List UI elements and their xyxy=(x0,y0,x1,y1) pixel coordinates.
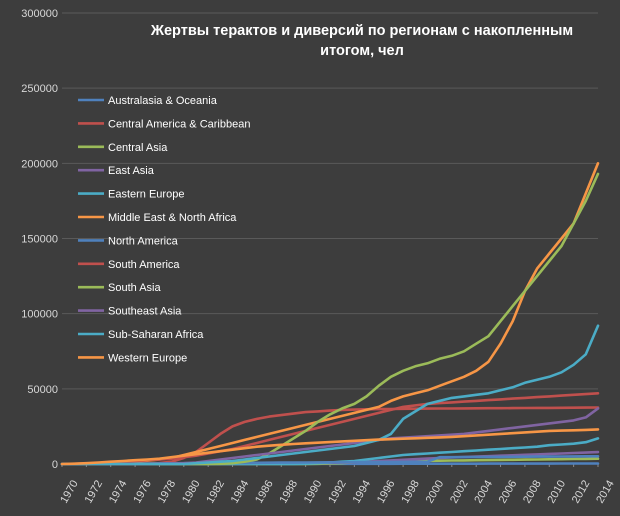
x-tick-label: 1972 xyxy=(83,478,106,505)
x-tick-label: 1980 xyxy=(180,478,203,505)
legend-label: Central Asia xyxy=(108,142,168,154)
x-tick-label: 1986 xyxy=(253,478,276,505)
x-tick-label: 1998 xyxy=(399,478,422,505)
legend-label: Western Europe xyxy=(108,352,187,364)
x-tick-label: 2014 xyxy=(594,478,617,505)
y-tick-label: 50000 xyxy=(27,384,58,396)
y-tick-label: 0 xyxy=(52,459,58,471)
x-tick-label: 2010 xyxy=(545,478,568,505)
x-tick-label: 1990 xyxy=(302,478,325,505)
x-tick-label: 1988 xyxy=(277,478,300,505)
legend-label: South America xyxy=(108,259,180,271)
y-tick-label: 150000 xyxy=(21,234,58,246)
legend-label: Eastern Europe xyxy=(108,189,184,201)
y-tick-label: 250000 xyxy=(21,83,58,95)
legend-label: Central America & Caribbean xyxy=(108,118,250,130)
x-tick-label: 1992 xyxy=(326,478,349,505)
legend-label: North America xyxy=(108,235,179,247)
series-line xyxy=(60,391,600,466)
legend-label: East Asia xyxy=(108,165,155,177)
x-tick-label: 2006 xyxy=(497,478,520,505)
chart-title-line2: итогом, чел xyxy=(320,43,404,59)
legend-label: Middle East & North Africa xyxy=(108,212,237,224)
series-line xyxy=(60,324,600,466)
legend-label: Australasia & Oceania xyxy=(108,95,218,107)
x-tick-label: 1970 xyxy=(58,478,81,505)
legend: Australasia & Oceania Central America & C… xyxy=(78,95,250,364)
legend-label: Sub-Saharan Africa xyxy=(108,329,204,341)
series-lines xyxy=(60,162,600,466)
x-tick-label: 1982 xyxy=(204,478,227,505)
y-tick-label: 300000 xyxy=(21,8,58,20)
x-tick-label: 1978 xyxy=(156,478,179,505)
x-tick-label: 1984 xyxy=(229,478,252,505)
x-tick-label: 1974 xyxy=(107,478,130,505)
x-tick-label: 1996 xyxy=(375,478,398,505)
y-axis: 0 50000 100000 150000 200000 250000 300000 xyxy=(21,8,58,471)
chart-title-line1: Жертвы терактов и диверсий по регионам с… xyxy=(150,23,573,39)
x-tick-label: 2004 xyxy=(472,478,495,505)
gridlines xyxy=(62,12,598,465)
x-tick-label: 2000 xyxy=(424,478,447,505)
y-tick-label: 200000 xyxy=(21,158,58,170)
legend-label: Southeast Asia xyxy=(108,306,182,318)
y-tick-label: 100000 xyxy=(21,309,58,321)
x-tick-label: 2002 xyxy=(448,478,471,505)
x-tick-label: 1976 xyxy=(131,478,154,505)
x-tick-label: 1994 xyxy=(351,478,374,505)
series-line xyxy=(60,428,600,466)
x-tick-label: 2008 xyxy=(521,478,544,505)
x-tick-label: 2012 xyxy=(570,478,593,505)
legend-label: South Asia xyxy=(108,282,161,294)
x-axis: 1970 1972 1974 1976 1978 1980 1982 1984 1986 1988… xyxy=(58,463,617,506)
